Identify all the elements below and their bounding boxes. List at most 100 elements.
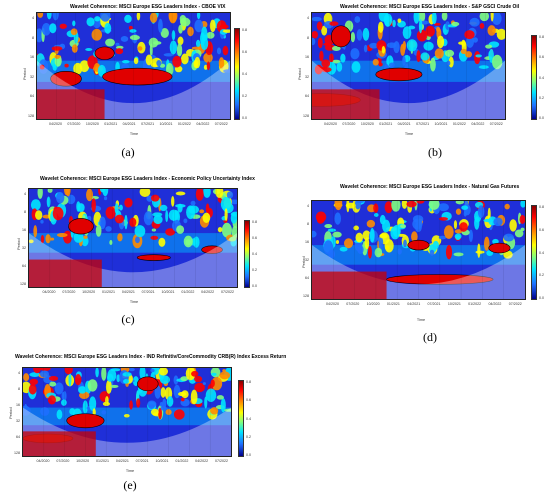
coherence-blob [222, 369, 226, 373]
coherence-blob [64, 63, 69, 68]
coherence-blob [195, 39, 201, 48]
coherence-blob [463, 211, 467, 217]
coherence-heatmap [312, 13, 505, 119]
x-tick-label: 07/2020 [342, 122, 356, 126]
coherence-blob [158, 407, 162, 420]
coherence-blob [150, 368, 155, 373]
coherence-blob [61, 391, 66, 400]
panel-label: (d) [423, 330, 437, 344]
coherence-blob [312, 230, 317, 238]
coherence-blob [191, 46, 202, 50]
coherence-blob [94, 16, 101, 22]
coherence-blob [171, 196, 175, 207]
coherence-blob [35, 210, 43, 220]
coherence-blob [52, 206, 64, 221]
hatched-region [29, 259, 102, 287]
y-tick-label: 32 [16, 419, 20, 423]
coherence-blob [203, 64, 208, 70]
coherence-blob [438, 217, 449, 221]
coherence-blob [122, 60, 130, 64]
coherence-blob [369, 227, 375, 243]
coherence-blob [68, 372, 72, 387]
coherence-blob [100, 13, 111, 22]
y-tick-label: 4 [307, 204, 309, 208]
significance-region [331, 25, 351, 48]
coherence-blob [101, 368, 107, 381]
coherence-blob [91, 28, 103, 41]
coherence-blob [115, 45, 124, 50]
coherence-blob [329, 53, 334, 63]
x-tick-label: 10/2021 [447, 302, 461, 306]
x-tick-label: 04/2022 [201, 290, 215, 294]
panel-label: (a) [121, 145, 135, 159]
coherence-blob [316, 215, 325, 224]
significance-region [102, 67, 173, 86]
coherence-blob [54, 54, 61, 59]
coherence-blob [145, 54, 153, 66]
coherence-blob [33, 225, 38, 238]
coherence-blob [86, 17, 95, 27]
coherence-blob [105, 379, 112, 394]
x-tick-label: 10/2020 [360, 122, 374, 126]
coherence-blob [95, 368, 99, 378]
coherence-blob [171, 30, 176, 41]
coherence-blob [134, 236, 140, 244]
coherence-blob [136, 13, 141, 21]
y-tick-label: 8 [32, 35, 34, 40]
coherence-blob [474, 50, 481, 65]
coherence-blob [362, 27, 370, 41]
coherence-blob [391, 201, 401, 212]
coherence-blob [82, 400, 88, 414]
coherence-blob [312, 16, 322, 22]
coherence-blob [316, 21, 323, 31]
coherence-blob [363, 44, 368, 53]
coherence-blob [151, 228, 157, 232]
coherence-blob [187, 26, 194, 37]
coherence-blob [465, 51, 473, 58]
x-tick-label: 04/2022 [195, 459, 209, 463]
y-tick-label: 16 [305, 55, 309, 60]
coherence-blob [59, 23, 67, 29]
x-tick-label: 04/2020 [326, 302, 339, 306]
coherence-blob [37, 13, 44, 18]
coherence-blob [455, 201, 464, 205]
coherence-blob [446, 60, 451, 66]
coherence-blob [159, 402, 164, 407]
y-tick-label: 16 [305, 240, 309, 244]
coherence-blob [143, 211, 154, 226]
x-tick-label: 07/2021 [141, 122, 155, 126]
colorbar-tick-label: 0.2 [539, 95, 544, 100]
coherence-blob [445, 21, 450, 30]
coherence-blob [176, 43, 183, 57]
coherence-blob [203, 52, 213, 63]
coherence-blob [95, 224, 102, 237]
coherence-blob [397, 18, 402, 23]
coherence-blob [76, 201, 81, 212]
coherence-blob [378, 21, 384, 33]
coherence-blob [312, 37, 316, 46]
coherence-blob [56, 409, 63, 420]
coherence-blob [129, 368, 135, 372]
coherence-blob [85, 48, 93, 51]
y-tick-label: 4 [24, 192, 26, 196]
coherence-blob [137, 46, 143, 51]
coherence-blob [331, 45, 341, 51]
x-tick-label: 07/2022 [214, 122, 228, 126]
coherence-blob [159, 63, 166, 68]
panel-title: Wavelet Coherence: MSCI Europe ESG Leade… [15, 354, 287, 360]
coherence-blob [455, 208, 462, 215]
coherence-blob [319, 50, 324, 62]
colorbar [244, 220, 250, 288]
significance-region [201, 245, 223, 254]
coherence-blob [175, 203, 186, 208]
coherence-blob [172, 55, 182, 68]
y-tick-label: 32 [30, 74, 34, 79]
coherence-blob [86, 189, 93, 202]
coherence-blob [173, 375, 179, 385]
coherence-blob [504, 203, 510, 210]
coherence-blob [393, 41, 400, 54]
coherence-blob [160, 405, 167, 411]
coherence-blob [340, 53, 346, 63]
coherence-blob [431, 13, 437, 25]
coherence-blob [226, 191, 234, 199]
